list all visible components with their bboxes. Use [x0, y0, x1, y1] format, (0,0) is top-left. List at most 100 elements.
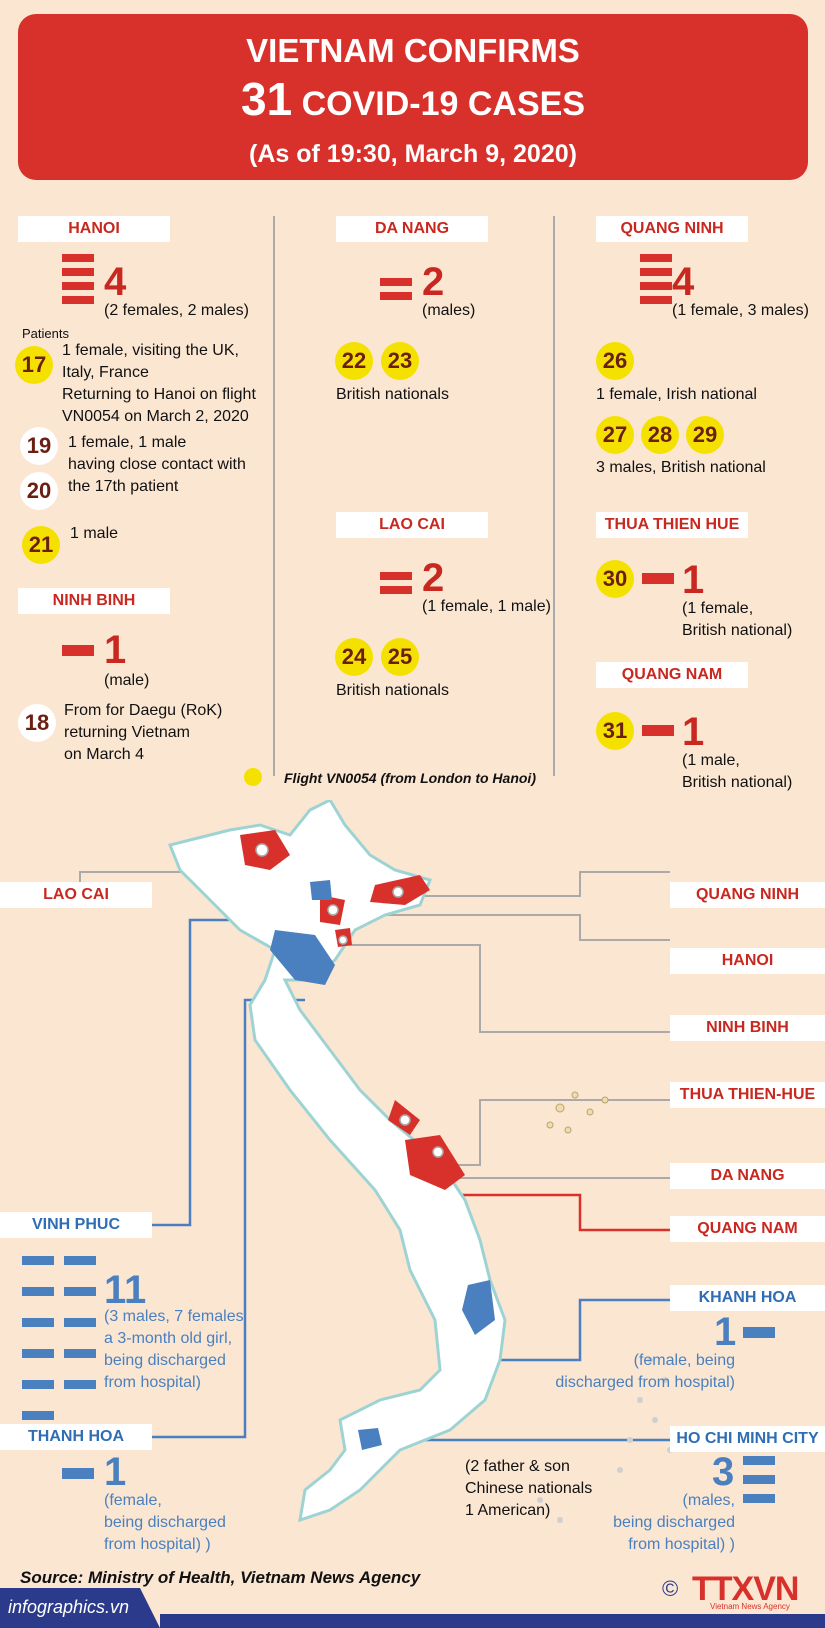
quangninh-count: 4 — [672, 260, 695, 304]
ninhbinh-count: 1 — [104, 628, 127, 672]
danang-detail: (males) — [422, 302, 476, 319]
map-label-quangnam: QUANG NAM — [670, 1216, 825, 1242]
laocai-label: LAO CAI — [336, 512, 488, 538]
patient-badge-29: 29 — [686, 416, 724, 454]
khanhhoa-detail: (female, being discharged from hospital) — [555, 1352, 735, 1391]
vinhphuc-bars — [22, 1256, 102, 1420]
hue-detail: (1 female, British national) — [682, 600, 793, 639]
patient-26-text: 1 female, Irish national — [596, 386, 757, 403]
quangnam-detail: (1 male, British national) — [682, 752, 793, 791]
patient-badge-21: 21 — [22, 526, 60, 564]
patient-badge-25: 25 — [381, 638, 419, 676]
khanhhoa-bar — [743, 1327, 775, 1338]
header-case-count: 31 — [240, 73, 293, 125]
patient-27-29-text: 3 males, British national — [596, 459, 766, 476]
laocai-count: 2 — [422, 556, 445, 600]
danang-count: 2 — [422, 260, 445, 304]
vinhphuc-count: 11 — [104, 1268, 147, 1312]
source-text: Source: Ministry of Health, Vietnam News… — [20, 1568, 421, 1587]
flight-legend-dot — [244, 768, 262, 786]
patient-badge-18: 18 — [18, 704, 56, 742]
hanoi-detail: (2 females, 2 males) — [104, 302, 249, 319]
quangninh-bars — [640, 254, 672, 304]
patient-badge-24: 24 — [335, 638, 373, 676]
column-divider — [553, 216, 555, 776]
map-label-thanhhoa: THANH HOA — [0, 1424, 152, 1450]
quangnam-bar — [642, 725, 674, 736]
laocai-nationality: British nationals — [336, 682, 449, 699]
quangnam-count: 1 — [682, 710, 705, 754]
header-title-suffix: COVID-19 CASES — [301, 85, 586, 123]
patient-badge-23: 23 — [381, 342, 419, 380]
hue-bar — [642, 573, 674, 584]
hanoi-bars — [62, 254, 94, 304]
ninhbinh-label: NINH BINH — [18, 588, 170, 614]
hcmc-bars — [743, 1456, 775, 1503]
map-label-vinhphuc: VINH PHUC — [0, 1212, 152, 1238]
map-label-ninhbinh: NINH BINH — [670, 1015, 825, 1041]
vinhphuc-detail: (3 males, 7 females a 3-month old girl, be… — [104, 1308, 244, 1391]
laocai-detail: (1 female, 1 male) — [422, 598, 551, 615]
patient-badge-20: 20 — [20, 472, 58, 510]
hanoi-count: 4 — [104, 260, 127, 304]
hcmc-note: (2 father & son Chinese nationals 1 Americ… — [465, 1458, 593, 1519]
quangninh-detail: (1 female, 3 males) — [672, 302, 809, 319]
header-banner: VIETNAM CONFIRMS 31 COVID-19 CASES (As o… — [18, 14, 808, 180]
footer-site-tab — [0, 1588, 160, 1628]
ninhbinh-bar — [62, 645, 94, 656]
patient-17-text: 1 female, visiting the UK, Italy, France R… — [62, 342, 256, 425]
header-title-line2: 31 COVID-19 CASES — [18, 72, 808, 126]
ninhbinh-detail: (male) — [104, 672, 150, 689]
patient-badge-31: 31 — [596, 712, 634, 750]
laocai-bars — [380, 572, 412, 594]
hue-count: 1 — [682, 558, 705, 602]
map-label-laocai: LAO CAI — [0, 882, 152, 908]
patient-badge-22: 22 — [335, 342, 373, 380]
patient-19-20-text: 1 female, 1 male having close contact wit… — [68, 434, 246, 495]
patients-label: Patients — [22, 326, 69, 341]
danang-label: DA NANG — [336, 216, 488, 242]
khanhhoa-count: 1 — [714, 1310, 737, 1354]
patient-badge-27: 27 — [596, 416, 634, 454]
map-label-hanoi: HANOI — [670, 948, 825, 974]
patient-21-text: 1 male — [70, 525, 119, 542]
patient-badge-28: 28 — [641, 416, 679, 454]
vietnam-map — [79, 800, 825, 1523]
thanhhoa-count: 1 — [104, 1450, 127, 1494]
flight-legend-text: Flight VN0054 (from London to Hanoi) — [284, 770, 536, 786]
map-label-khanhhoa: KHANH HOA — [670, 1285, 825, 1311]
column-divider — [273, 216, 275, 776]
ttxvn-logo-sub: Vietnam News Agency — [710, 1602, 790, 1611]
patient-badge-19: 19 — [20, 427, 58, 465]
hcmc-detail: (males, being discharged from hospital) ) — [613, 1492, 735, 1553]
map-label-hcmc: HO CHI MINH CITY — [670, 1426, 825, 1452]
danang-bars — [380, 278, 412, 300]
discharged-provinces — [270, 880, 495, 1450]
header-date: (As of 19:30, March 9, 2020) — [249, 140, 577, 168]
hue-label: THUA THIEN HUE — [596, 512, 748, 538]
patient-badge-26: 26 — [596, 342, 634, 380]
patient-badge-17: 17 — [15, 346, 53, 384]
copyright-icon: © — [662, 1576, 679, 1601]
patient-badge-30: 30 — [596, 560, 634, 598]
spratly-islands — [537, 1357, 673, 1523]
thanhhoa-bar — [62, 1468, 94, 1479]
quangninh-label: QUANG NINH — [596, 216, 748, 242]
map-label-quangninh: QUANG NINH — [670, 882, 825, 908]
paracel-islands — [546, 1091, 609, 1134]
header-title-line1: VIETNAM CONFIRMS — [246, 32, 580, 69]
danang-nationality: British nationals — [336, 386, 449, 403]
hanoi-label: HANOI — [18, 216, 170, 242]
hcmc-count: 3 — [712, 1450, 735, 1494]
patient-18-text: From for Daegu (RoK) returning Vietnam on … — [64, 702, 223, 763]
map-label-danang: DA NANG — [670, 1163, 825, 1189]
ttxvn-logo: TTXVN — [692, 1570, 799, 1608]
footer: infographics.vn © TTXVN Vietnam News Age… — [0, 1570, 825, 1628]
footer-site: infographics.vn — [8, 1597, 130, 1617]
quangnam-connector — [445, 1193, 670, 1232]
map-label-hue: THUA THIEN-HUE — [670, 1082, 825, 1108]
footer-strip — [160, 1614, 825, 1628]
province-markers — [255, 843, 444, 1158]
thanhhoa-detail: (female, being discharged from hospital) … — [104, 1492, 226, 1553]
quangnam-label: QUANG NAM — [596, 662, 748, 688]
